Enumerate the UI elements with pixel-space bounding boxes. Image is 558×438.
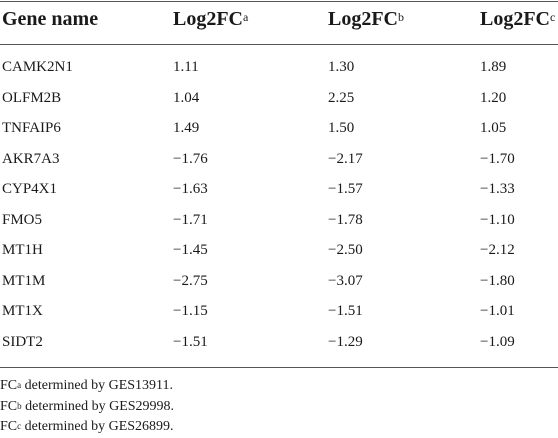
cell-gene: CAMK2N1 — [2, 59, 73, 75]
table-row: CYP4X1 −1.63 −1.57 −1.33 — [0, 175, 558, 206]
cell-log2fc-b: −2.50 — [328, 242, 363, 258]
cell-log2fc-c: 1.89 — [480, 59, 507, 75]
cell-log2fc-b: −2.17 — [328, 150, 363, 167]
table-row: FMO5 −1.71 −1.78 −1.10 — [0, 206, 558, 237]
table-row: MT1X −1.15 −1.51 −1.01 — [0, 297, 558, 328]
cell-log2fc-a: −1.63 — [173, 181, 208, 197]
cell-gene: MT1H — [2, 242, 43, 258]
cell-gene: SIDT2 — [2, 333, 43, 350]
cell-log2fc-b: 1.30 — [328, 59, 355, 75]
cell-log2fc-a: −1.71 — [173, 211, 208, 228]
cell-log2fc-a: 1.04 — [173, 89, 200, 106]
cell-log2fc-a: 1.49 — [173, 120, 200, 136]
table-header-rule — [0, 44, 558, 45]
table-footnotes: FCa determined by GES13911. FCb determin… — [0, 376, 558, 438]
table-top-rule — [0, 1, 558, 2]
cell-log2fc-b: 1.50 — [328, 120, 355, 136]
header-log2fc-c: Log2FCc — [480, 8, 556, 30]
footnote-b: FCb determined by GES29998. — [0, 398, 175, 414]
cell-log2fc-b: −1.51 — [328, 303, 363, 319]
cell-gene: AKR7A3 — [2, 150, 60, 167]
header-log2fc-b: Log2FCb — [328, 8, 404, 30]
cell-gene: OLFM2B — [2, 89, 62, 106]
cell-log2fc-c: −1.10 — [480, 211, 515, 228]
cell-log2fc-a: 1.11 — [173, 59, 199, 75]
table-body: CAMK2N1 1.11 1.30 1.89 OLFM2B 1.04 2.25 … — [0, 53, 558, 358]
table-row: OLFM2B 1.04 2.25 1.20 — [0, 84, 558, 115]
cell-log2fc-c: −1.09 — [480, 333, 515, 350]
table-bottom-rule — [0, 367, 558, 368]
table-row: TNFAIP6 1.49 1.50 1.05 — [0, 114, 558, 145]
cell-log2fc-c: −1.70 — [480, 150, 515, 167]
cell-log2fc-a: −1.15 — [173, 303, 208, 319]
cell-log2fc-b: −1.29 — [328, 333, 363, 350]
header-gene-name: Gene name — [2, 8, 99, 30]
cell-log2fc-a: −1.45 — [173, 242, 208, 258]
cell-log2fc-c: 1.05 — [480, 120, 507, 136]
cell-log2fc-c: −1.33 — [480, 181, 515, 197]
cell-log2fc-a: −1.51 — [173, 333, 208, 350]
cell-gene: FMO5 — [2, 211, 43, 228]
cell-log2fc-c: 1.20 — [480, 89, 507, 106]
footnote-a: FCa determined by GES13911. — [0, 378, 174, 393]
cell-log2fc-b: −1.78 — [328, 211, 363, 228]
cell-log2fc-c: −1.01 — [480, 303, 515, 319]
cell-log2fc-a: −2.75 — [173, 272, 208, 289]
cell-gene: CYP4X1 — [2, 181, 58, 197]
cell-log2fc-c: −1.80 — [480, 272, 515, 289]
cell-log2fc-b: −1.57 — [328, 181, 363, 197]
table-row: CAMK2N1 1.11 1.30 1.89 — [0, 53, 558, 84]
table-row: AKR7A3 −1.76 −2.17 −1.70 — [0, 145, 558, 176]
cell-gene: MT1M — [2, 272, 46, 289]
cell-gene: TNFAIP6 — [2, 120, 61, 136]
cell-log2fc-b: 2.25 — [328, 89, 355, 106]
table-header-row: Gene name Log2FCa Log2FCb Log2FCc — [0, 0, 558, 44]
table-row: MT1M −2.75 −3.07 −1.80 — [0, 267, 558, 298]
table-row: SIDT2 −1.51 −1.29 −1.09 — [0, 328, 558, 359]
cell-gene: MT1X — [2, 303, 43, 319]
cell-log2fc-c: −2.12 — [480, 242, 515, 258]
cell-log2fc-a: −1.76 — [173, 150, 208, 167]
header-log2fc-a: Log2FCa — [173, 8, 249, 30]
cell-log2fc-b: −3.07 — [328, 272, 363, 289]
table-row: MT1H −1.45 −2.50 −2.12 — [0, 236, 558, 267]
footnote-c: FCc determined by GES26899. — [0, 419, 174, 434]
